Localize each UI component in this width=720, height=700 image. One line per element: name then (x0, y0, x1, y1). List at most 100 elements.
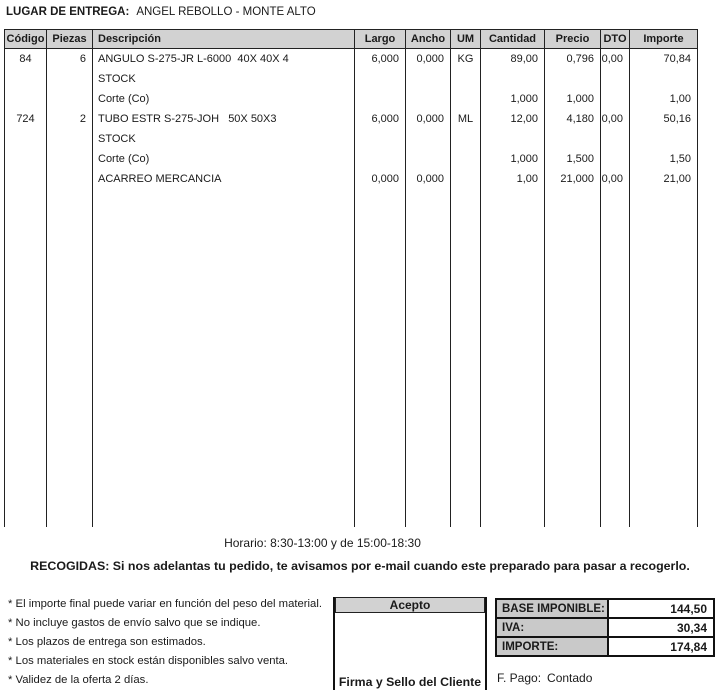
cell-dto (600, 88, 630, 109)
delivery-line: LUGAR DE ENTREGA: ANGEL REBOLLO - MONTE A… (6, 6, 316, 18)
cell-largo (354, 128, 406, 149)
cell-piezas (46, 128, 93, 149)
footnote: * El importe final puede variar en funci… (8, 598, 322, 610)
cell-precio: 21,000 (544, 168, 601, 189)
cell-codigo (4, 68, 47, 89)
cell-codigo (4, 88, 47, 109)
payment-value: Contado (547, 671, 593, 685)
cell-importe: 50,16 (629, 108, 698, 129)
cell-cantidad (480, 68, 545, 89)
cell-descripcion: STOCK (92, 68, 355, 89)
cell-cantidad: 12,00 (480, 108, 545, 129)
cell-piezas (46, 68, 93, 89)
cell-um: ML (450, 108, 481, 129)
cell-dto: 0,00 (600, 108, 630, 129)
cell-descripcion: Corte (Co) (92, 88, 355, 109)
table-header-row: Código Piezas Descripción Largo Ancho UM… (4, 29, 698, 49)
footnotes: * El importe final puede variar en funci… (8, 595, 322, 690)
cell-precio: 1,000 (544, 88, 601, 109)
cell-ancho: 0,000 (405, 108, 451, 129)
footnote: * No incluye gastos de envío salvo que s… (8, 617, 261, 629)
cell-precio: 1,500 (544, 148, 601, 169)
cell-um (450, 88, 481, 109)
cell-descripcion: Corte (Co) (92, 148, 355, 169)
cell-um (450, 168, 481, 189)
cell-importe: 70,84 (629, 48, 698, 69)
cell-cantidad: 1,000 (480, 88, 545, 109)
total-label-base-imponible: BASE IMPONIBLE: (495, 598, 609, 619)
cell-dto: 0,00 (600, 48, 630, 69)
delivery-label: LUGAR DE ENTREGA: (6, 6, 130, 18)
table-row: Corte (Co) 1,000 1,500 1,50 (4, 148, 698, 169)
col-header-ancho: Ancho (405, 29, 451, 49)
cell-ancho (405, 128, 451, 149)
table-filler-cell (354, 188, 406, 527)
cell-largo: 6,000 (354, 48, 406, 69)
cell-piezas (46, 88, 93, 109)
footnote: * Validez de la oferta 2 días. (8, 674, 149, 686)
table-row: Corte (Co) 1,000 1,000 1,00 (4, 88, 698, 109)
signature-caption: Firma y Sello del Cliente (338, 675, 482, 689)
totals-row: IVA: 30,34 (495, 617, 715, 638)
cell-largo: 6,000 (354, 108, 406, 129)
total-label-importe: IMPORTE: (495, 636, 609, 657)
cell-piezas: 6 (46, 48, 93, 69)
cell-importe (629, 68, 698, 89)
cell-precio (544, 68, 601, 89)
table-filler-cell (92, 188, 355, 527)
cell-codigo (4, 168, 47, 189)
table-filler-cell (629, 188, 698, 527)
payment-line: F. Pago: Contado (497, 671, 592, 685)
cell-cantidad: 89,00 (480, 48, 545, 69)
col-header-piezas: Piezas (46, 29, 93, 49)
cell-ancho (405, 88, 451, 109)
signature-box: Acepto Firma y Sello del Cliente (333, 597, 487, 690)
footnote: * Los plazos de entrega son estimados. (8, 636, 206, 648)
cell-descripcion: TUBO ESTR S-275-JOH 50X 50X3 (92, 108, 355, 129)
table-row: ACARREO MERCANCIA 0,000 0,000 1,00 21,00… (4, 168, 698, 189)
cell-ancho (405, 148, 451, 169)
table-filler-cell (450, 188, 481, 527)
table-filler-cell (600, 188, 630, 527)
totals-row: IMPORTE: 174,84 (495, 636, 715, 657)
cell-descripcion: ACARREO MERCANCIA (92, 168, 355, 189)
cell-um (450, 128, 481, 149)
table-row: 84 6 ANGULO S-275-JR L-6000 40X 40X 4 6,… (4, 48, 698, 69)
cell-dto (600, 68, 630, 89)
cell-importe: 1,00 (629, 88, 698, 109)
delivery-value: ANGEL REBOLLO - MONTE ALTO (136, 6, 316, 18)
table-row: 724 2 TUBO ESTR S-275-JOH 50X 50X3 6,000… (4, 108, 698, 129)
cell-cantidad (480, 128, 545, 149)
cell-precio: 4,180 (544, 108, 601, 129)
cell-um: KG (450, 48, 481, 69)
cell-codigo: 84 (4, 48, 47, 69)
table-filler-cell (480, 188, 545, 527)
totals-row: BASE IMPONIBLE: 144,50 (495, 598, 715, 619)
table-row: STOCK (4, 68, 698, 89)
table-filler-cell (46, 188, 93, 527)
table-filler-cell (4, 188, 47, 527)
pickup-notice: RECOGIDAS: Si nos adelantas tu pedido, t… (30, 559, 690, 573)
cell-largo (354, 88, 406, 109)
col-header-precio: Precio (544, 29, 601, 49)
cell-piezas (46, 168, 93, 189)
cell-largo: 0,000 (354, 168, 406, 189)
cell-cantidad: 1,00 (480, 168, 545, 189)
table-filler-cell (544, 188, 601, 527)
payment-label: F. Pago: (497, 671, 542, 685)
cell-importe: 21,00 (629, 168, 698, 189)
cell-cantidad: 1,000 (480, 148, 545, 169)
total-label-iva: IVA: (495, 617, 609, 638)
table-filler-cell (405, 188, 451, 527)
cell-descripcion: STOCK (92, 128, 355, 149)
cell-precio (544, 128, 601, 149)
col-header-codigo: Código (4, 29, 47, 49)
footnote: * Los materiales en stock están disponib… (8, 655, 289, 667)
cell-importe: 1,50 (629, 148, 698, 169)
cell-codigo (4, 128, 47, 149)
col-header-dto: DTO (600, 29, 630, 49)
total-value-base-imponible: 144,50 (607, 598, 715, 619)
cell-um (450, 68, 481, 89)
cell-largo (354, 148, 406, 169)
